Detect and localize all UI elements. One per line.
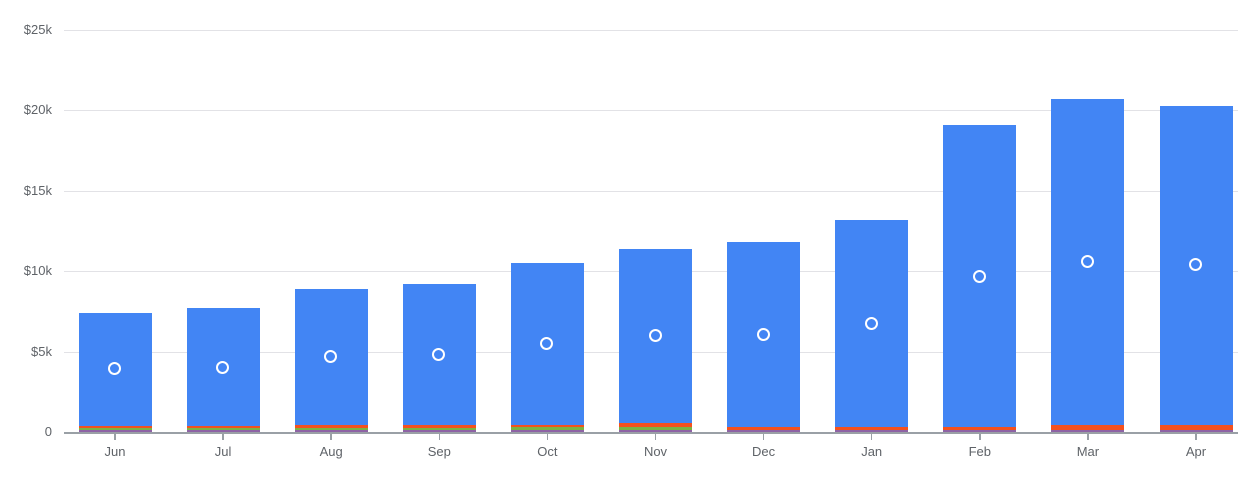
gridline-$25k	[64, 30, 1238, 31]
scatter-dot[interactable]	[1189, 257, 1202, 271]
x-tick-mark	[762, 434, 765, 440]
orange-segment[interactable]	[835, 427, 909, 431]
orange-segment[interactable]	[1051, 424, 1125, 431]
scatter-dot[interactable]	[108, 362, 121, 376]
green-segment[interactable]	[619, 426, 692, 431]
y-tick-label: $10k	[23, 263, 52, 279]
scatter-dot[interactable]	[216, 360, 230, 374]
purple-segment[interactable]	[294, 430, 368, 432]
x-tick-label: Apr	[1185, 444, 1207, 459]
purple-segment[interactable]	[402, 430, 476, 432]
purple-segment[interactable]	[619, 430, 692, 432]
scatter-dot[interactable]	[972, 269, 986, 283]
purple-segment[interactable]	[1051, 430, 1125, 432]
scatter-dot[interactable]	[756, 327, 770, 341]
x-tick-mark	[222, 434, 224, 440]
orange-segment[interactable]	[510, 424, 584, 428]
purple-segment[interactable]	[510, 430, 584, 432]
x-tick-label: Oct	[537, 444, 558, 459]
y-tick-label: $25k	[23, 22, 52, 37]
scatter-dot[interactable]	[324, 350, 338, 364]
scatter-dot[interactable]	[648, 328, 662, 342]
x-tick-mark	[654, 434, 657, 440]
purple-segment[interactable]	[943, 430, 1017, 432]
x-tick-label: Jun	[104, 444, 126, 459]
y-tick-label: 0	[44, 424, 52, 439]
x-axis-line	[64, 432, 1238, 434]
scatter-dot[interactable]	[1080, 254, 1094, 268]
x-tick-mark	[1087, 434, 1089, 440]
x-tick-label: Mar	[1076, 444, 1100, 459]
x-tick-label: Dec	[752, 444, 776, 459]
orange-segment[interactable]	[78, 426, 152, 428]
x-tick-label: Jul	[214, 444, 232, 459]
orange-segment[interactable]	[619, 423, 692, 427]
x-tick-mark	[438, 434, 441, 440]
orange-segment[interactable]	[943, 427, 1017, 431]
x-tick-label: Nov	[643, 444, 668, 459]
orange-segment[interactable]	[727, 427, 801, 431]
purple-segment[interactable]	[727, 430, 801, 432]
x-tick-mark	[1195, 434, 1197, 440]
x-tick-label: Sep	[427, 444, 451, 459]
scatter-dot[interactable]	[540, 336, 554, 350]
green-segment[interactable]	[510, 427, 584, 431]
scatter-dot[interactable]	[432, 347, 446, 361]
purple-segment[interactable]	[1159, 430, 1233, 432]
green-segment[interactable]	[78, 427, 152, 431]
x-tick-label: Feb	[968, 444, 991, 459]
green-segment[interactable]	[186, 427, 260, 431]
purple-segment[interactable]	[78, 430, 152, 432]
orange-segment[interactable]	[186, 426, 260, 428]
orange-segment[interactable]	[1159, 424, 1233, 431]
x-tick-mark	[979, 434, 981, 440]
y-tick-label: $5k	[31, 343, 52, 359]
x-tick-mark	[114, 434, 116, 440]
green-segment[interactable]	[402, 427, 476, 431]
orange-segment[interactable]	[402, 424, 476, 428]
x-tick-mark	[546, 434, 549, 440]
purple-segment[interactable]	[835, 430, 909, 432]
x-tick-mark	[870, 434, 873, 440]
gridline-$15k	[64, 190, 1238, 192]
x-tick-mark	[330, 434, 332, 440]
y-tick-label: $20k	[23, 102, 52, 118]
green-segment[interactable]	[294, 427, 368, 431]
x-tick-label: Aug	[319, 444, 343, 459]
x-tick-label: Jan	[861, 444, 883, 459]
orange-segment[interactable]	[294, 424, 368, 428]
scatter-dot[interactable]	[864, 317, 878, 331]
purple-segment[interactable]	[186, 430, 260, 432]
y-tick-label: $15k	[23, 182, 52, 198]
gridline-$20k	[64, 110, 1238, 112]
